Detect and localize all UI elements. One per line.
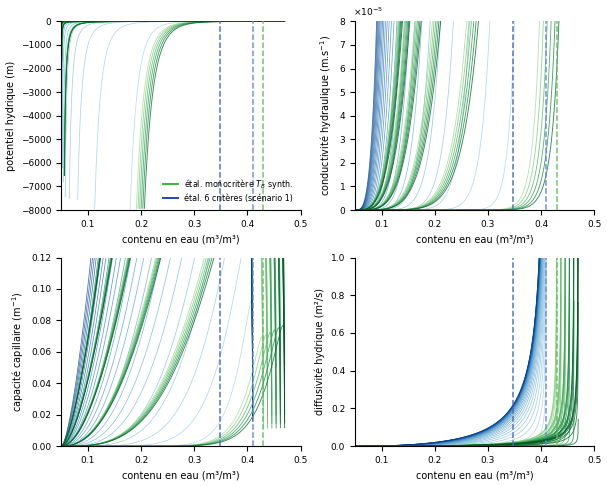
Legend: étal. monocritère $T_B$ synth., étal. 6 critères (scénario 1): étal. monocritère $T_B$ synth., étal. 6 … bbox=[160, 174, 297, 206]
Y-axis label: conductivité hydraulique (m.s$^{-1}$): conductivité hydraulique (m.s$^{-1}$) bbox=[318, 35, 334, 196]
Y-axis label: capacité capillaire (m$^{-1}$): capacité capillaire (m$^{-1}$) bbox=[10, 292, 26, 412]
X-axis label: contenu en eau (m³/m³): contenu en eau (m³/m³) bbox=[122, 470, 240, 481]
X-axis label: contenu en eau (m³/m³): contenu en eau (m³/m³) bbox=[122, 234, 240, 244]
Y-axis label: potentiel hydrique (m): potentiel hydrique (m) bbox=[5, 61, 16, 171]
Text: $\times10^{-5}$: $\times10^{-5}$ bbox=[353, 5, 382, 17]
X-axis label: contenu en eau (m³/m³): contenu en eau (m³/m³) bbox=[416, 470, 534, 481]
X-axis label: contenu en eau (m³/m³): contenu en eau (m³/m³) bbox=[416, 234, 534, 244]
Y-axis label: diffusivité hydrique (m²/s): diffusivité hydrique (m²/s) bbox=[315, 288, 325, 416]
